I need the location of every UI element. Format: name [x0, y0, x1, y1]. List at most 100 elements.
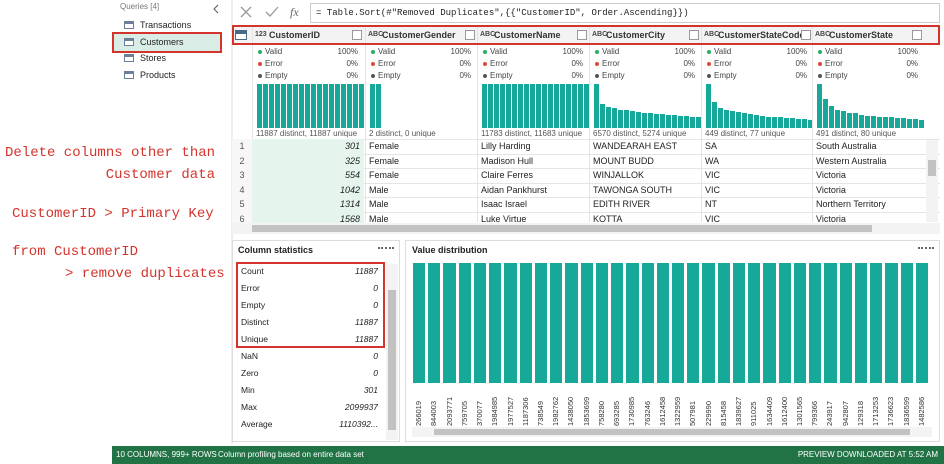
- cell[interactable]: 554: [252, 168, 364, 183]
- cell[interactable]: Victoria: [816, 170, 846, 180]
- column-header[interactable]: CustomerStateCode: [718, 30, 805, 40]
- dist-pane: [405, 240, 940, 442]
- cell[interactable]: WINJALLOK: [593, 170, 645, 180]
- cell[interactable]: EDITH RIVER: [593, 199, 651, 209]
- distribution-bar[interactable]: [611, 263, 624, 383]
- distribution-bar[interactable]: [580, 263, 593, 383]
- cell[interactable]: South Australia: [816, 141, 877, 151]
- distribution-bar[interactable]: [915, 263, 928, 383]
- cell[interactable]: Isaac Israel: [481, 199, 528, 209]
- cell[interactable]: Lilly Harding: [481, 141, 531, 151]
- histogram-bar: [742, 113, 747, 128]
- cell[interactable]: 325: [252, 153, 364, 168]
- distribution-bar[interactable]: [565, 263, 578, 383]
- distribution-bar[interactable]: [428, 263, 441, 383]
- cell[interactable]: Male: [369, 184, 389, 195]
- distribution-bar[interactable]: [443, 263, 456, 383]
- cell[interactable]: Western Australia: [816, 155, 887, 166]
- distribution-bar[interactable]: [809, 263, 822, 383]
- cell[interactable]: Claire Ferres: [481, 170, 534, 180]
- distribution-bar[interactable]: [702, 263, 715, 383]
- distribution-bar[interactable]: [413, 263, 426, 383]
- histogram-bar: [724, 110, 729, 128]
- cell[interactable]: Female: [369, 170, 400, 180]
- cell[interactable]: VIC: [705, 213, 721, 224]
- distribution-bar[interactable]: [778, 263, 791, 383]
- distribution-bar[interactable]: [839, 263, 852, 383]
- cell[interactable]: TAWONGA SOUTH: [593, 184, 673, 195]
- cancel-icon[interactable]: [240, 6, 252, 18]
- cell[interactable]: Luke Virtue: [481, 213, 527, 224]
- column-summary: 2 distinct, 0 unique: [369, 129, 436, 138]
- distribution-bar[interactable]: [732, 263, 746, 383]
- cell[interactable]: Male: [369, 199, 389, 209]
- distribution-bar[interactable]: [626, 263, 639, 383]
- cell[interactable]: Aidan Pankhurst: [481, 184, 548, 195]
- distribution-bar[interactable]: [763, 263, 776, 383]
- dropdown[interactable]: [465, 30, 475, 40]
- distribution-bar[interactable]: [793, 263, 807, 383]
- cell[interactable]: KOTTA: [593, 213, 623, 224]
- distribution-bar[interactable]: [595, 263, 609, 383]
- distribution-bar[interactable]: [550, 263, 563, 383]
- dropdown[interactable]: [912, 30, 922, 40]
- cell[interactable]: VIC: [705, 170, 721, 180]
- distribution-bar[interactable]: [473, 263, 487, 383]
- cell[interactable]: Victoria: [816, 213, 846, 224]
- cell[interactable]: Female: [369, 155, 400, 166]
- query-item[interactable]: Products: [140, 69, 176, 80]
- distribution-bar[interactable]: [717, 263, 730, 383]
- distribution-bar[interactable]: [870, 263, 883, 383]
- cell[interactable]: SA: [705, 141, 718, 151]
- table-icon: [124, 37, 134, 46]
- table-menu[interactable]: [235, 30, 247, 40]
- formula-text[interactable]: = Table.Sort(#"Removed Duplicates",{{"Cu…: [316, 8, 689, 18]
- distribution-bar[interactable]: [534, 263, 548, 383]
- query-item[interactable]: Stores: [140, 53, 167, 63]
- cell[interactable]: 1314: [252, 197, 364, 212]
- cell[interactable]: MOUNT BUDD: [593, 155, 654, 166]
- distribution-bar[interactable]: [672, 263, 685, 383]
- query-item[interactable]: Customers: [140, 36, 184, 47]
- distribution-bar[interactable]: [854, 263, 868, 383]
- distribution-bar[interactable]: [458, 263, 471, 383]
- column-header[interactable]: CustomerState: [829, 30, 894, 40]
- column-header[interactable]: CustomerGender: [382, 30, 456, 40]
- cell[interactable]: Female: [369, 141, 400, 151]
- column-header[interactable]: CustomerName: [494, 30, 561, 40]
- cell[interactable]: Male: [369, 213, 389, 224]
- distribution-bar[interactable]: [885, 263, 898, 383]
- dropdown[interactable]: [577, 30, 587, 40]
- distribution-bar[interactable]: [900, 263, 913, 383]
- dropdown[interactable]: [689, 30, 699, 40]
- distribution-bar[interactable]: [489, 263, 502, 383]
- cell[interactable]: Northern Territory: [816, 199, 886, 209]
- dropdown[interactable]: [801, 30, 811, 40]
- dropdown[interactable]: [352, 30, 362, 40]
- commit-icon[interactable]: [265, 6, 279, 17]
- histogram-bar: [877, 116, 882, 128]
- column-header[interactable]: CustomerID: [269, 30, 321, 40]
- distribution-bar[interactable]: [748, 263, 761, 383]
- query-item[interactable]: Transactions: [140, 20, 192, 30]
- cell[interactable]: WANDEARAH EAST: [593, 141, 678, 151]
- distribution-bar[interactable]: [824, 263, 837, 383]
- distribution-bar[interactable]: [519, 263, 532, 383]
- distribution-bar[interactable]: [504, 263, 517, 383]
- column-header[interactable]: CustomerCity: [606, 30, 666, 40]
- cell[interactable]: VIC: [705, 184, 721, 195]
- histogram-bar: [871, 116, 876, 128]
- cell[interactable]: NT: [705, 199, 717, 209]
- distribution-bar[interactable]: [687, 263, 700, 383]
- cell[interactable]: Madison Hull: [481, 155, 534, 166]
- fx-label: fx: [290, 5, 299, 19]
- cell[interactable]: 301: [252, 139, 364, 154]
- distribution-label: 1187306: [520, 397, 530, 426]
- cell[interactable]: WA: [705, 155, 720, 166]
- collapse-icon[interactable]: [213, 4, 219, 14]
- cell[interactable]: 1568: [252, 211, 364, 226]
- cell[interactable]: 1042: [252, 182, 364, 197]
- distribution-bar[interactable]: [641, 263, 654, 383]
- cell[interactable]: Victoria: [816, 184, 846, 195]
- distribution-bar[interactable]: [656, 263, 669, 383]
